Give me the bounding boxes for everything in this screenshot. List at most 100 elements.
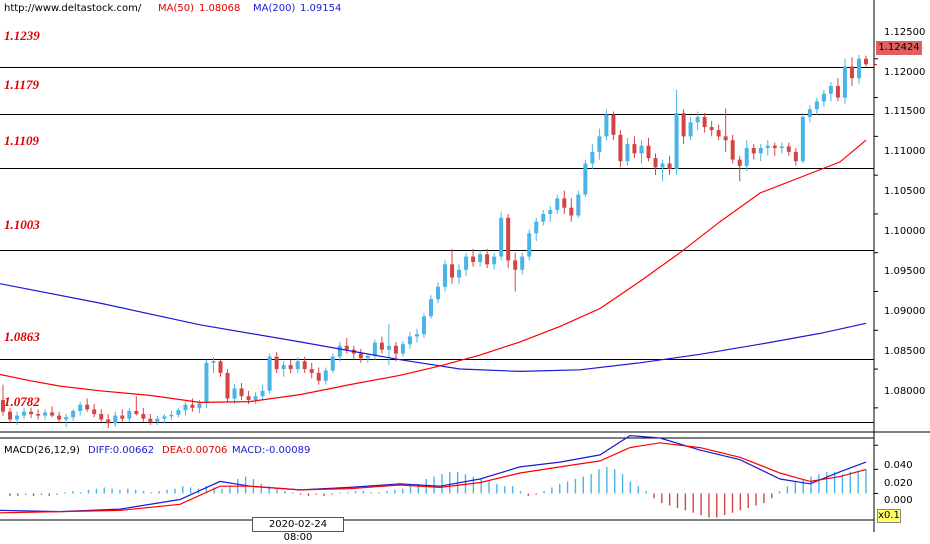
ma200-label: MA(200)	[253, 3, 296, 14]
ma200-line	[0, 283, 867, 373]
y-tick: 1.09000	[884, 306, 926, 317]
candle-body	[646, 145, 651, 159]
ma50-line	[0, 139, 867, 404]
macd-tick: 0.000	[884, 495, 913, 506]
candle-body	[864, 58, 868, 65]
candle-body	[169, 414, 174, 417]
y-tick: 1.12500	[884, 27, 926, 38]
candle-body	[779, 146, 784, 148]
ma50-value: 1.08068	[199, 3, 241, 14]
y-tick: 1.12000	[884, 67, 926, 78]
candle-body	[148, 418, 153, 422]
ma200-value: 1.09154	[300, 3, 342, 14]
candle-body	[1, 400, 5, 412]
candle-body	[674, 113, 679, 169]
candle-body	[197, 403, 202, 408]
y-tick: 1.08500	[884, 346, 926, 357]
candle-body	[485, 254, 490, 265]
candle-body	[36, 414, 41, 416]
candle-body	[344, 345, 349, 350]
level-label-3: 1.1109	[4, 133, 40, 148]
candle-body	[134, 410, 139, 415]
candle-body	[106, 419, 111, 424]
candle-body	[751, 147, 756, 154]
candle-body	[155, 418, 160, 422]
candle-body	[835, 85, 840, 98]
candle-body	[492, 256, 497, 265]
candle-body	[443, 264, 448, 287]
candle-body	[253, 396, 258, 401]
candle-body	[50, 412, 55, 416]
candle-body	[688, 122, 693, 137]
candle-body	[464, 256, 469, 270]
candle-body	[506, 217, 511, 261]
candle-body	[807, 109, 812, 117]
level-label-5: 1.0863	[4, 329, 40, 344]
zoom-button[interactable]: x0.1	[877, 509, 901, 523]
candle-body	[541, 213, 546, 222]
candle-body	[204, 362, 209, 404]
candle-body	[632, 144, 637, 154]
candle-body	[856, 58, 861, 79]
candle-body	[421, 316, 426, 335]
candle-body	[428, 299, 433, 317]
candle-body	[828, 85, 833, 94]
candle-body	[520, 256, 525, 270]
candle-body	[604, 114, 609, 137]
macd-dea: DEA:0.00706	[162, 445, 228, 456]
price-chart[interactable]	[0, 0, 930, 532]
candle-body	[309, 369, 314, 373]
candle-body	[548, 210, 553, 214]
y-tick: 1.09500	[884, 266, 926, 277]
macd-diff-line	[0, 434, 867, 513]
candle-body	[267, 356, 272, 391]
candle-body	[260, 390, 265, 397]
macd-tick: 0.020	[884, 478, 913, 489]
candle-body	[372, 342, 377, 356]
candle-body	[450, 264, 455, 278]
level-label-4: 1.1003	[4, 217, 40, 232]
candle-body	[71, 410, 76, 418]
candle-body	[702, 116, 707, 128]
candle-body	[120, 415, 125, 419]
candle-body	[379, 342, 384, 350]
y-tick: 1.10500	[884, 186, 926, 197]
level-label-2: 1.1179	[4, 77, 40, 92]
candle-body	[758, 147, 763, 154]
candle-body	[239, 388, 244, 397]
candle-body	[365, 355, 370, 359]
candle-body	[302, 361, 307, 370]
candle-body	[211, 361, 216, 363]
candle-body	[513, 260, 518, 270]
level-label-1: 1.1239	[4, 28, 40, 43]
candle-body	[527, 233, 532, 257]
candle-body	[29, 411, 34, 415]
candle-body	[716, 130, 721, 137]
candle-body	[8, 411, 13, 420]
candle-body	[43, 412, 48, 416]
candle-body	[611, 114, 616, 135]
candle-body	[814, 101, 819, 110]
candle-body	[436, 286, 441, 300]
candle-body	[723, 136, 728, 141]
candle-body	[457, 269, 462, 278]
candle-body	[849, 66, 854, 79]
macd-diff: DIFF:0.00662	[88, 445, 155, 456]
candle-body	[793, 151, 798, 162]
candle-body	[737, 159, 742, 166]
crosshair-date: 2020-02-24 08:00	[252, 517, 344, 543]
level-label-6: 1.0782	[4, 394, 40, 409]
candle-body	[709, 127, 714, 131]
candle-body	[99, 414, 104, 420]
candle-body	[358, 353, 363, 359]
candle-body	[232, 388, 237, 399]
candle-body	[597, 136, 602, 152]
candle-body	[57, 415, 62, 420]
candle-body	[141, 414, 146, 419]
candle-body	[576, 194, 581, 216]
candle-body	[246, 396, 251, 401]
candle-body	[786, 146, 791, 152]
candle-body	[323, 370, 328, 381]
candle-body	[562, 198, 567, 208]
candle-body	[183, 404, 188, 411]
